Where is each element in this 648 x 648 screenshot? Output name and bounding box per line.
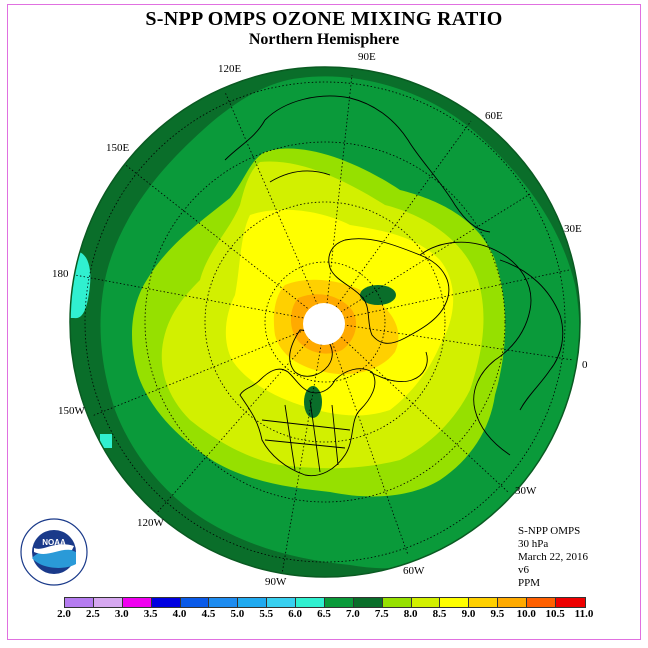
map-title: S-NPP OMPS OZONE MIXING RATIO [145, 8, 503, 30]
lon-label-90e: 90E [358, 51, 376, 63]
lon-label-60e: 60E [485, 110, 503, 122]
colorbar-tick-label: 5.0 [230, 608, 245, 620]
hemisphere-edge [69, 66, 581, 578]
colorbar-swatch [122, 598, 152, 607]
colorbar-swatch [65, 598, 94, 607]
small-cyan-patch [100, 434, 112, 448]
info-units: PPM [518, 577, 541, 589]
colorbar-swatch [469, 598, 499, 607]
map-subtitle: Northern Hemisphere [248, 31, 400, 48]
colorbar-swatch [238, 598, 268, 607]
colorbar-tick-label: 8.0 [403, 608, 418, 620]
colorbar-tick-label: 6.0 [288, 608, 302, 620]
plot-frame [7, 4, 641, 640]
colorbar-swatch [555, 598, 585, 607]
colorbar-tick-label: 2.0 [57, 608, 71, 620]
colorbar-swatch [324, 598, 354, 607]
colorbar-tick-label: 10.0 [516, 608, 536, 620]
lon-label-60w: 60W [403, 565, 425, 577]
polar-data-gap [303, 303, 345, 345]
logo-text: NOAA [42, 538, 66, 547]
colorbar-swatch [93, 598, 123, 607]
colorbar-swatch [296, 598, 325, 607]
lon-label-90w: 90W [265, 576, 287, 588]
lon-label-150e: 150E [106, 142, 130, 154]
colorbar-tick-label: 7.5 [374, 608, 389, 620]
colorbar-swatch [151, 598, 181, 607]
colorbar-tick-label: 6.5 [317, 608, 331, 620]
info-pressure: 30 hPa [518, 538, 549, 550]
colorbar-swatch [498, 598, 527, 607]
lon-label-180: 180 [52, 268, 69, 280]
lon-label-0: 0 [582, 359, 588, 371]
graticule [74, 74, 574, 575]
colorbar-tick-label: 5.5 [259, 608, 274, 620]
colorbar-tick-label: 3.0 [114, 608, 129, 620]
colorbar-tick-label: 7.0 [346, 608, 360, 620]
colorbar-swatch [180, 598, 210, 607]
colorbar [64, 597, 586, 608]
colorbar-tick-label: 9.5 [490, 608, 505, 620]
info-date: March 22, 2016 [518, 551, 588, 563]
colorbar-swatch [353, 598, 383, 607]
colorbar-swatch [527, 598, 556, 607]
colorbar-ticks: 2.0 2.5 3.0 3.5 4.0 4.5 5.0 5.5 6.0 6.5 7.0 7.5 8.0 8… [57, 608, 593, 622]
colorbar-tick-label: 11.0 [574, 608, 594, 620]
colorbar-swatch [411, 598, 441, 607]
colorbar-tick-label: 4.0 [172, 608, 187, 620]
lon-label-120e: 120E [218, 63, 242, 75]
info-instrument: S-NPP OMPS [518, 525, 581, 537]
lon-label-150w: 150W [58, 405, 85, 417]
colorbar-swatch [209, 598, 239, 607]
lon-label-30e: 30E [564, 223, 582, 235]
low-ozone-cell-scandinavia [360, 285, 396, 305]
low-ozone-cell-hudson [304, 386, 322, 418]
info-version: v6 [518, 564, 529, 576]
colorbar-tick-label: 10.5 [545, 608, 565, 620]
colorbar-swatch [382, 598, 412, 607]
colorbar-swatch [267, 598, 296, 607]
lon-label-120w: 120W [137, 517, 164, 529]
colorbar-tick-label: 9.0 [461, 608, 476, 620]
colorbar-tick-label: 3.5 [143, 608, 158, 620]
lon-label-30w: 30W [515, 485, 537, 497]
colorbar-tick-label: 8.5 [432, 608, 447, 620]
colorbar-tick-label: 2.5 [86, 608, 100, 620]
info-block: S-NPP OMPS 30 hPa March 22, 2016 v6 PPM [518, 525, 588, 590]
colorbar-tick-label: 4.5 [201, 608, 216, 620]
coastlines [224, 95, 564, 477]
noaa-logo: NOAA [20, 518, 88, 586]
colorbar-swatch [440, 598, 470, 607]
